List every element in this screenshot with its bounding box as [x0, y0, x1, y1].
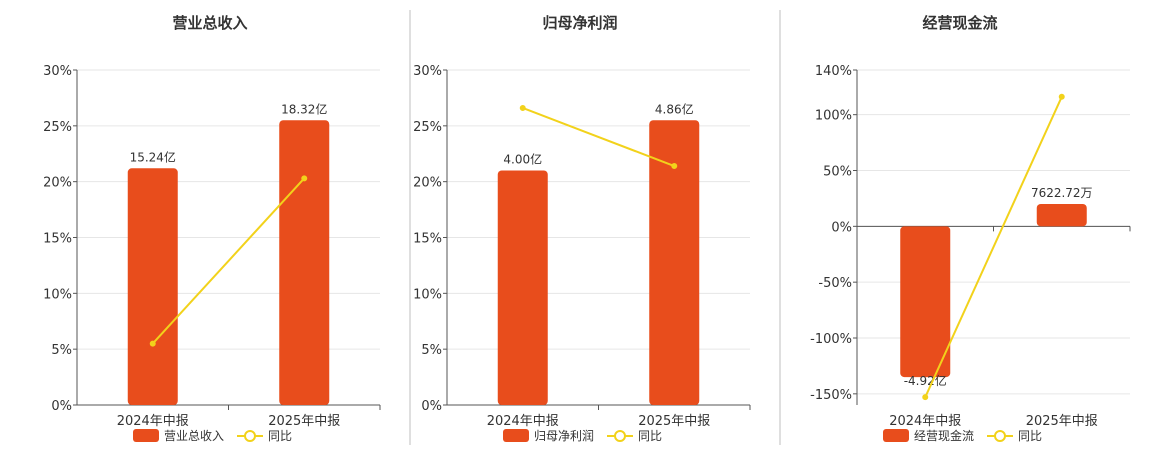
- legend: 经营现金流 同比: [883, 428, 1042, 443]
- legend-line-label[interactable]: 同比: [268, 429, 292, 443]
- bar: [1036, 204, 1087, 227]
- bar: [900, 226, 951, 378]
- y-tick-label: 20%: [413, 176, 442, 191]
- bar-data-label: -4.92亿: [904, 373, 947, 388]
- legend: 归母净利润 同比: [503, 429, 662, 443]
- legend-line-label[interactable]: 同比: [638, 429, 662, 443]
- yoy-point: [149, 340, 156, 347]
- y-tick-label: 15%: [413, 232, 442, 247]
- legend-bar-swatch[interactable]: [133, 429, 159, 442]
- yoy-line: [924, 96, 1063, 398]
- chart-title: 经营现金流: [922, 14, 997, 32]
- chart-panel-1: 营业总收入 0% 5% 10% 15% 20% 25% 30% 2024年中报 2025年中报 15…: [43, 14, 381, 443]
- x-tick-label: 2025年中报: [638, 414, 710, 429]
- legend-line-marker[interactable]: [614, 430, 626, 442]
- y-tick-label: 25%: [413, 120, 442, 135]
- y-tick-label: 0%: [51, 399, 72, 414]
- y-tick-label: 0%: [831, 220, 852, 235]
- y-tick-label: 5%: [421, 343, 442, 358]
- yoy-point: [519, 104, 526, 111]
- y-tick-label: 50%: [823, 165, 852, 180]
- y-tick-label: 30%: [43, 64, 72, 79]
- legend-bar-label[interactable]: 经营现金流: [914, 428, 974, 443]
- bar: [279, 120, 330, 405]
- bar-data-label: 7622.72万: [1031, 186, 1093, 200]
- chart-title: 归母净利润: [542, 14, 617, 32]
- yoy-point: [671, 163, 678, 170]
- bar-data-label: 18.32亿: [281, 101, 327, 116]
- legend-line-label[interactable]: 同比: [1018, 429, 1042, 443]
- bar: [497, 170, 548, 405]
- y-tick-label: 5%: [51, 343, 72, 358]
- yoy-point: [1058, 93, 1065, 100]
- bar: [127, 168, 178, 405]
- y-tick-label: 0%: [421, 399, 442, 414]
- y-tick-label: -150%: [810, 388, 852, 403]
- x-tick-label: 2025年中报: [268, 414, 340, 429]
- y-tick-label: 30%: [413, 64, 442, 79]
- x-tick-label: 2025年中报: [1026, 414, 1098, 429]
- legend-bar-swatch[interactable]: [883, 429, 909, 442]
- x-tick-label: 2024年中报: [889, 414, 961, 429]
- legend-line-marker[interactable]: [244, 430, 256, 442]
- x-tick-label: 2024年中报: [117, 414, 189, 429]
- bar-data-label: 15.24亿: [130, 149, 176, 164]
- legend-bar-label[interactable]: 营业总收入: [164, 429, 224, 443]
- y-tick-label: 15%: [43, 232, 72, 247]
- chart-title: 营业总收入: [172, 14, 247, 32]
- y-tick-label: 10%: [413, 287, 442, 302]
- legend: 营业总收入 同比: [133, 429, 292, 443]
- y-tick-label: 140%: [815, 64, 852, 79]
- chart-panel-2: 归母净利润 0% 5% 10% 15% 20% 25% 30% 2024年中报 2025年中报 4.…: [413, 14, 751, 443]
- y-tick-label: 10%: [43, 287, 72, 302]
- yoy-point: [301, 175, 308, 182]
- bar-data-label: 4.86亿: [655, 101, 694, 116]
- y-tick-label: -100%: [810, 332, 852, 347]
- y-tick-label: -50%: [818, 276, 852, 291]
- legend-line-marker[interactable]: [994, 430, 1006, 442]
- yoy-point: [922, 394, 929, 401]
- legend-bar-swatch[interactable]: [503, 429, 529, 442]
- y-tick-label: 25%: [43, 120, 72, 135]
- y-tick-label: 100%: [815, 109, 852, 124]
- yoy-line: [522, 107, 675, 167]
- bar-data-label: 4.00亿: [503, 152, 542, 167]
- bar: [649, 120, 700, 405]
- y-tick-label: 20%: [43, 176, 72, 191]
- chart-panel-3: 经营现金流 -150% -100% -50% 0% 50% 100% 140% 2024年中报 2…: [810, 14, 1131, 443]
- legend-bar-label[interactable]: 归母净利润: [534, 429, 594, 443]
- yoy-line: [152, 177, 305, 345]
- x-tick-label: 2024年中报: [487, 414, 559, 429]
